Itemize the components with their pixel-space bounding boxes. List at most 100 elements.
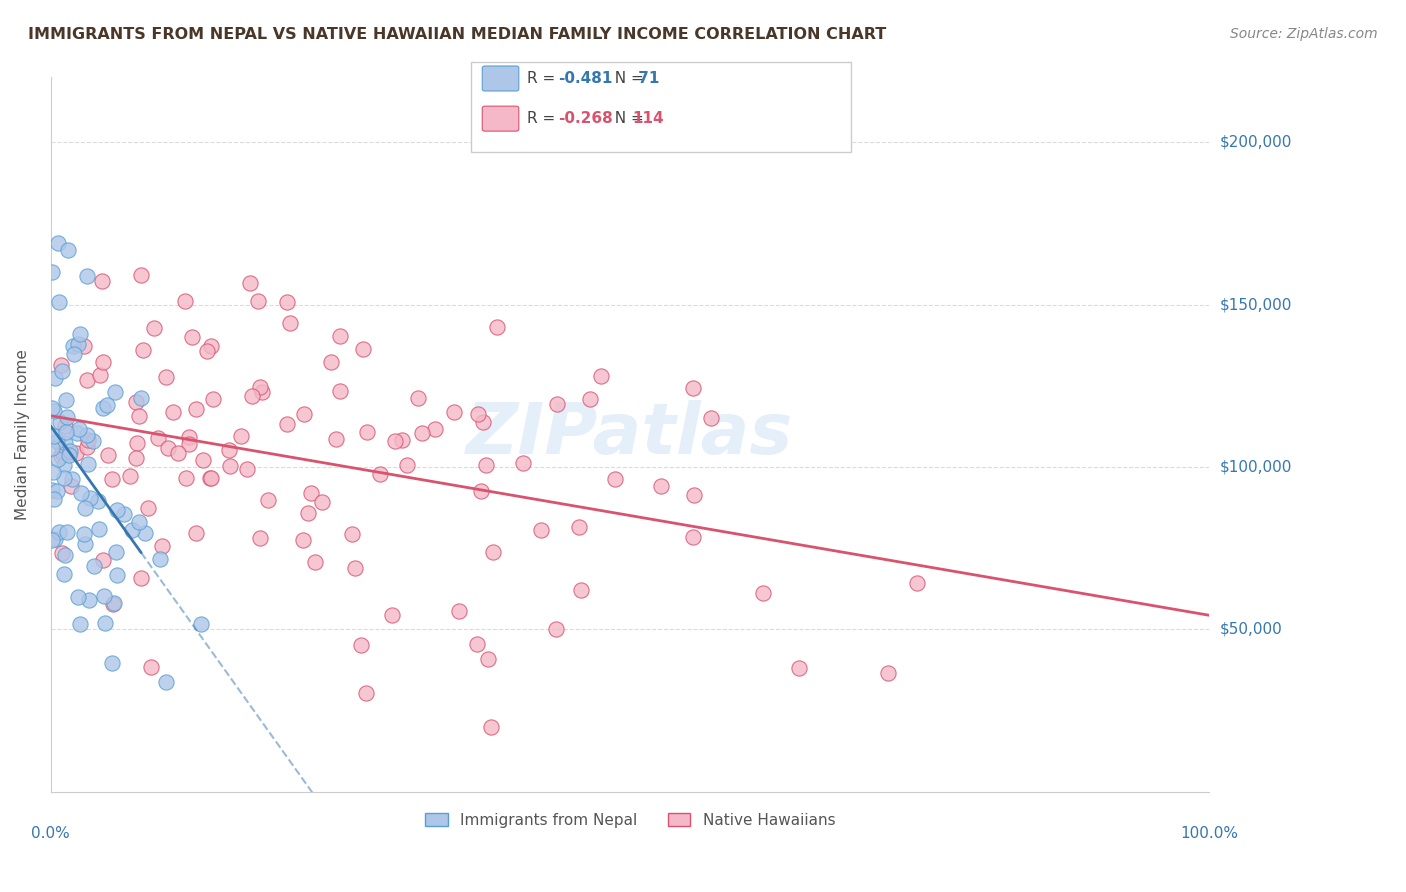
Point: [252, 384, 274, 399]
Point: [186, 401, 208, 416]
Text: IMMIGRANTS FROM NEPAL VS NATIVE HAWAIIAN MEDIAN FAMILY INCOME CORRELATION CHART: IMMIGRANTS FROM NEPAL VS NATIVE HAWAIIAN…: [28, 27, 886, 42]
Point: [682, 530, 704, 544]
Point: [41, 533, 63, 548]
Point: [83, 559, 105, 574]
Point: [297, 506, 319, 520]
Point: [46, 434, 69, 448]
Point: [148, 431, 170, 445]
Point: [411, 425, 433, 440]
Point: [546, 397, 568, 411]
Point: [344, 560, 367, 574]
Point: [568, 520, 591, 534]
Point: [48, 294, 70, 309]
Point: [49, 415, 72, 429]
Point: [90, 274, 112, 288]
Point: [105, 568, 128, 582]
Point: [104, 545, 127, 559]
Point: [190, 616, 212, 631]
Point: [62, 339, 84, 353]
Text: ZIPatlas: ZIPatlas: [467, 400, 793, 469]
Point: [368, 467, 391, 482]
Point: [60, 479, 83, 493]
Point: [139, 660, 162, 674]
Point: [177, 430, 200, 444]
Point: [53, 471, 76, 485]
Text: 114: 114: [633, 112, 664, 126]
Point: [176, 471, 198, 485]
Point: [650, 479, 672, 493]
Point: [787, 661, 810, 675]
Legend: Immigrants from Nepal, Native Hawaiians: Immigrants from Nepal, Native Hawaiians: [419, 806, 841, 834]
Point: [292, 407, 315, 421]
Point: [53, 436, 76, 450]
Point: [96, 398, 118, 412]
Point: [76, 268, 98, 283]
Point: [905, 575, 928, 590]
Point: [101, 656, 124, 670]
Point: [136, 501, 159, 516]
Point: [166, 446, 188, 460]
Point: [229, 429, 252, 443]
Point: [470, 484, 492, 499]
Point: [52, 458, 75, 473]
Point: [55, 425, 77, 439]
Point: [276, 417, 298, 432]
Point: [44, 404, 66, 418]
Text: $100,000: $100,000: [1220, 459, 1292, 475]
Point: [477, 651, 499, 665]
Point: [87, 494, 110, 508]
Point: [605, 472, 627, 486]
Point: [174, 294, 197, 309]
Point: [475, 458, 498, 472]
Point: [44, 491, 66, 506]
Point: [406, 391, 429, 405]
Point: [42, 429, 65, 443]
Point: [97, 448, 120, 462]
Point: [148, 552, 170, 566]
Point: [127, 436, 149, 450]
Point: [156, 441, 179, 455]
Point: [472, 415, 495, 429]
Point: [75, 501, 97, 516]
Point: [48, 524, 70, 539]
Point: [246, 293, 269, 308]
Point: [304, 555, 326, 569]
Point: [53, 418, 76, 433]
Point: [75, 537, 97, 551]
Point: [60, 472, 83, 486]
Point: [51, 359, 73, 373]
Point: [482, 544, 505, 558]
Point: [41, 483, 63, 498]
Point: [69, 617, 91, 632]
Point: [325, 433, 347, 447]
Point: [46, 452, 69, 467]
Point: [299, 485, 322, 500]
Point: [91, 401, 114, 415]
Text: $150,000: $150,000: [1220, 297, 1292, 312]
Point: [128, 409, 150, 423]
Point: [683, 488, 706, 502]
Point: [569, 583, 592, 598]
Point: [423, 421, 446, 435]
Point: [546, 622, 568, 636]
Point: [354, 686, 377, 700]
Point: [45, 483, 67, 498]
Point: [276, 294, 298, 309]
Point: [51, 444, 73, 458]
Point: [132, 343, 155, 358]
Point: [53, 548, 76, 562]
Point: [218, 458, 240, 473]
Point: [240, 389, 263, 403]
Point: [384, 434, 406, 448]
Point: [396, 458, 419, 473]
Point: [201, 392, 224, 406]
Text: $200,000: $200,000: [1220, 135, 1292, 150]
Point: [91, 355, 114, 369]
Point: [66, 336, 89, 351]
Point: [579, 392, 602, 407]
Point: [200, 471, 222, 485]
Point: [66, 426, 89, 441]
Point: [76, 440, 98, 454]
Point: [76, 427, 98, 442]
Point: [77, 457, 100, 471]
